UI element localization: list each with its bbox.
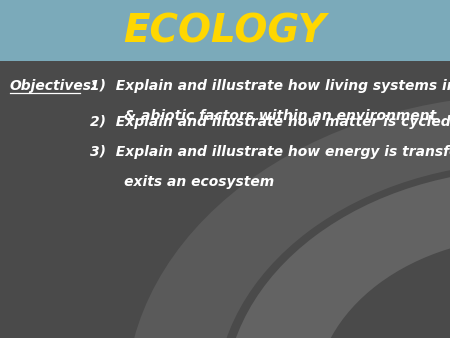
Text: 2)  Explain and illustrate how matter is cycled within an ecosystem: 2) Explain and illustrate how matter is … (90, 115, 450, 129)
Text: & abiotic factors within an environment: & abiotic factors within an environment (90, 109, 436, 123)
Wedge shape (126, 95, 450, 338)
Text: 3)  Explain and illustrate how energy is transformed and eventually: 3) Explain and illustrate how energy is … (90, 145, 450, 159)
Text: Objectives:: Objectives: (9, 79, 96, 93)
Text: ECOLOGY: ECOLOGY (124, 12, 326, 50)
Text: exits an ecosystem: exits an ecosystem (90, 175, 274, 189)
Text: 1)  Explain and illustrate how living systems interact with the biotic: 1) Explain and illustrate how living sys… (90, 79, 450, 93)
FancyBboxPatch shape (0, 0, 450, 61)
Wedge shape (225, 169, 450, 338)
